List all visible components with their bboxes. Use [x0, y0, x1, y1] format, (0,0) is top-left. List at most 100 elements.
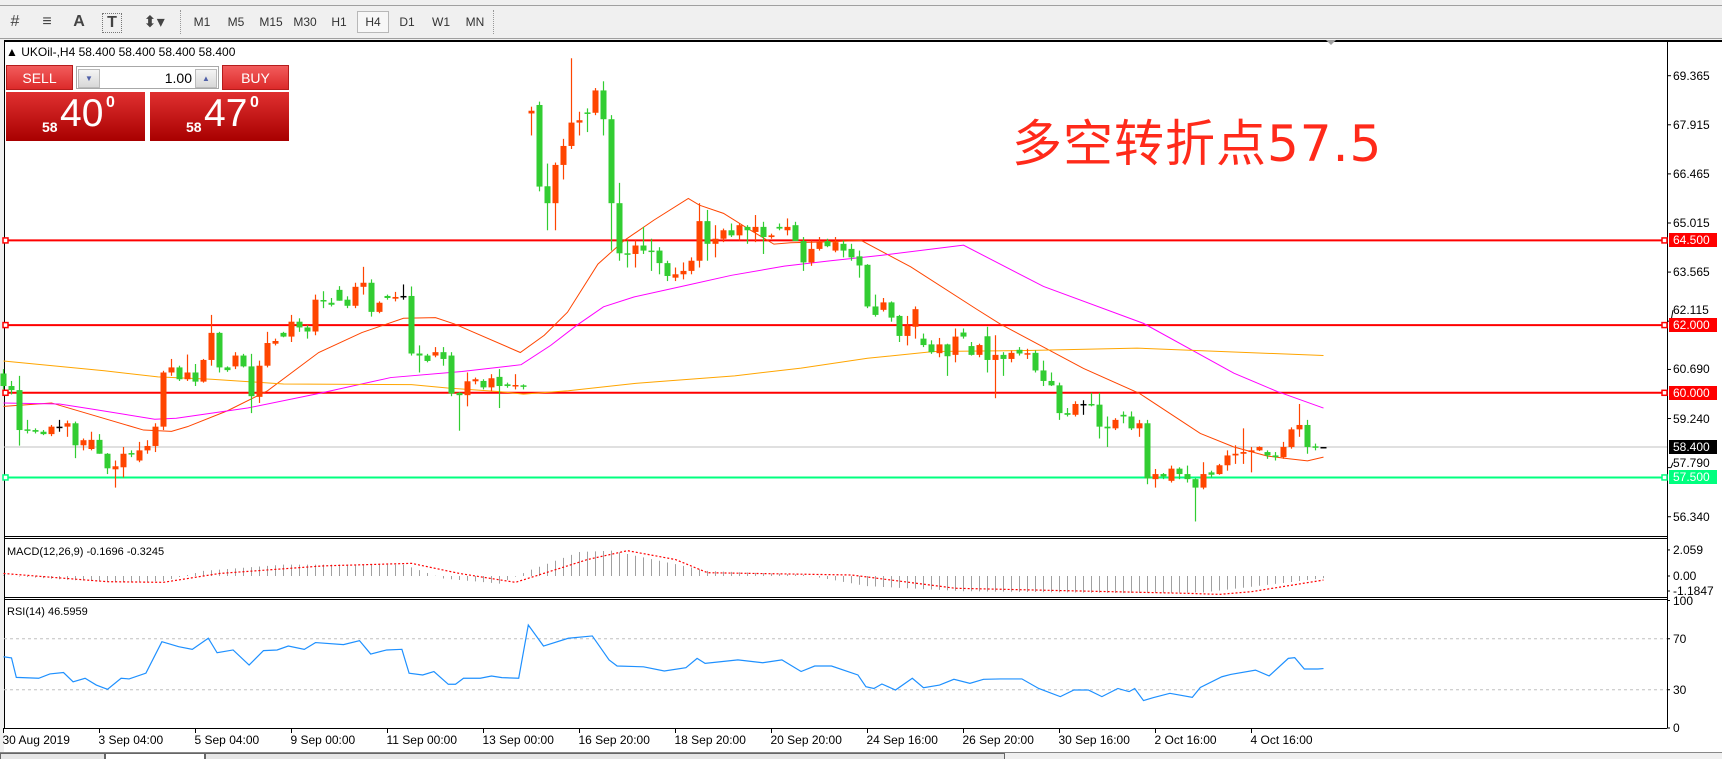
candle-body	[456, 392, 463, 396]
candle-body	[1064, 413, 1071, 415]
candle-body	[656, 250, 663, 264]
price-axis-label-leader	[1670, 462, 1674, 468]
candle-body	[752, 226, 759, 232]
grid-e-icon[interactable]: #	[10, 13, 20, 30]
candle-body	[736, 225, 743, 236]
sell-button[interactable]: SELL	[6, 65, 73, 90]
timeframe-mn[interactable]: MN	[465, 15, 485, 29]
macd-axis-label: 0.00	[1673, 569, 1697, 583]
timeframe-h4[interactable]: H4	[357, 11, 389, 33]
candle-body	[1040, 370, 1047, 381]
candle-body	[528, 110, 535, 114]
buy-button[interactable]: BUY	[222, 65, 289, 90]
level-line-handle	[1661, 321, 1668, 329]
candle-body	[920, 338, 927, 346]
candle-body	[64, 423, 71, 427]
toolbar-separator	[493, 10, 496, 34]
candle-body	[840, 243, 847, 251]
candle-body	[360, 282, 367, 287]
timeframe-d1[interactable]: D1	[399, 15, 415, 29]
timeframe-m15[interactable]: M15	[259, 15, 283, 29]
candle-body	[1200, 474, 1207, 488]
candle-body	[1120, 414, 1127, 417]
volume-input[interactable]: 1.00	[164, 70, 192, 86]
rsi-axis-label: 30	[1673, 682, 1687, 697]
level-line-handle	[1661, 389, 1668, 397]
candle-body	[160, 372, 167, 427]
candle-body	[624, 253, 631, 255]
chart-annotation-text[interactable]: 多空转折点57.5	[1012, 115, 1383, 173]
level-line-handle	[1661, 237, 1668, 244]
candle-body	[0, 373, 7, 387]
chart-tab[interactable]	[0, 753, 105, 759]
chart-tab-active[interactable]	[105, 753, 205, 759]
candle-body	[496, 376, 503, 387]
candle-body	[1152, 474, 1159, 480]
moving-average-line	[3, 244, 1324, 420]
candle-body	[152, 426, 159, 446]
time-axis-label: 13 Sep 00:00	[482, 733, 554, 747]
time-axis-label: 9 Sep 00:00	[290, 733, 356, 747]
text-label-icon[interactable]: T	[102, 13, 122, 33]
volume-down-icon[interactable]: ▼	[78, 69, 100, 88]
time-axis-label: 24 Sep 16:00	[866, 733, 938, 747]
rsi-axis-label: 100	[1673, 593, 1694, 608]
sell-price-fraction: 0	[106, 94, 115, 111]
candle-body	[912, 309, 919, 327]
candle-body	[312, 299, 319, 332]
candle-body	[1272, 455, 1279, 458]
level-price-tag[interactable]: 64.500	[1669, 233, 1717, 248]
candle-body	[720, 230, 727, 239]
candle-body	[728, 230, 735, 236]
candle-body	[80, 440, 87, 446]
rsi-label: RSI(14) 46.5959	[7, 606, 88, 618]
candle-body	[992, 354, 999, 360]
candle-body	[344, 299, 351, 306]
chart-tab[interactable]	[205, 753, 1005, 759]
timeframe-m1[interactable]: M1	[193, 15, 211, 29]
candle-body	[688, 260, 695, 271]
candle-body	[560, 145, 567, 165]
level-price-tag[interactable]: 57.500	[1669, 470, 1717, 485]
timeframe-m30[interactable]: M30	[293, 15, 317, 29]
candle-body	[968, 346, 975, 355]
timeframe-m5[interactable]: M5	[227, 15, 245, 29]
candle-body	[256, 365, 263, 397]
collapse-triangle-icon[interactable]: ▲	[6, 45, 18, 59]
candle-body	[824, 241, 831, 247]
grid-f-icon[interactable]: ≡	[42, 13, 52, 30]
candle-body	[552, 164, 559, 204]
candle-body	[440, 352, 447, 359]
volume-up-icon[interactable]: ▲	[195, 69, 217, 88]
candle-body	[424, 355, 431, 361]
macd-axis-label: -1.1847	[1673, 583, 1714, 598]
candle-body	[280, 332, 287, 337]
candle-body	[1056, 385, 1063, 414]
buy-price-box[interactable]: 58 47 0	[150, 92, 289, 141]
level-price-tag[interactable]: 60.000	[1669, 385, 1717, 400]
candle-body	[1080, 403, 1087, 406]
candle-body	[400, 295, 407, 298]
price-axis-label: 63.565	[1673, 265, 1710, 280]
level-price-tag[interactable]: 62.000	[1669, 318, 1717, 333]
candle-body	[512, 385, 519, 387]
candle-body	[1096, 404, 1103, 427]
candle-body	[144, 445, 151, 451]
candle-body	[1024, 353, 1031, 355]
price-axis-label: 65.015	[1673, 215, 1710, 230]
candle-body	[16, 390, 23, 431]
time-axis-label: 20 Sep 20:00	[770, 733, 842, 747]
sell-price-box[interactable]: 58 40 0	[6, 92, 145, 141]
candle-body	[1184, 474, 1191, 480]
candle-body	[944, 344, 951, 357]
timeframe-w1[interactable]: W1	[432, 15, 450, 29]
candle-body	[88, 439, 95, 450]
timeframe-h1[interactable]: H1	[331, 15, 347, 29]
time-axis-label: 5 Sep 04:00	[194, 733, 260, 747]
candle-body	[872, 306, 879, 315]
candle-body	[432, 352, 439, 356]
arrows-dropdown-icon[interactable]: ⬍▾	[143, 14, 165, 31]
text-icon[interactable]: A	[73, 13, 85, 30]
candle-body	[408, 295, 415, 354]
